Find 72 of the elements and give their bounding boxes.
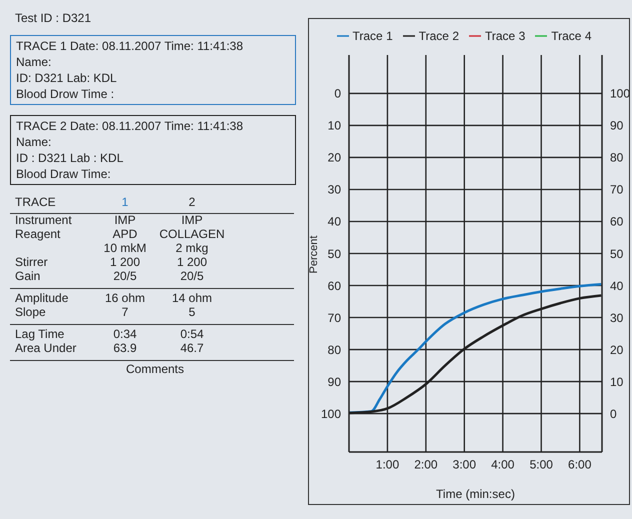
text: 20/5	[112, 269, 138, 283]
x-tick-label: 2:00	[414, 458, 438, 472]
x-tick-label: 5:00	[530, 458, 554, 472]
text: 0:54	[179, 327, 205, 341]
text: 20/5	[179, 269, 205, 283]
text: Blood Drow Time :	[16, 86, 116, 102]
text: Area Under	[15, 341, 76, 355]
text: Name:	[16, 54, 52, 70]
text: ID : D321 Lab : KDL	[16, 150, 124, 166]
text: Blood Draw Time:	[16, 166, 112, 182]
text: Stirrer	[15, 255, 48, 269]
text: 1 200	[108, 255, 142, 269]
text: 0:34	[112, 327, 138, 341]
text: TRACE	[15, 195, 56, 209]
y2-tick-label: 60	[610, 214, 624, 229]
y2-tick-label: 90	[610, 118, 624, 133]
y-tick-label: 10	[328, 118, 342, 133]
x-tick-label: 4:00	[491, 458, 515, 472]
text: 1	[120, 195, 130, 209]
x-tick-label: 6:00	[568, 458, 592, 472]
y2-tick-label: 50	[610, 246, 624, 261]
y-tick-label: 40	[328, 214, 342, 229]
text: COLLAGEN	[158, 227, 226, 241]
text: IMP	[113, 213, 137, 227]
legend-label: Trace 4	[551, 29, 592, 43]
y-tick-label: 50	[328, 246, 342, 261]
text: 14 ohm	[172, 291, 212, 305]
x-tick-label: 3:00	[452, 458, 476, 472]
text: TRACE 1 Date: 08.11.2007 Time: 11:41:38	[16, 38, 244, 54]
text: 63.9	[112, 341, 138, 355]
x-tick-label: 1:00	[376, 458, 400, 472]
text: APD	[112, 227, 138, 241]
legend-label: Trace 3	[485, 29, 526, 43]
y2-tick-label: 70	[610, 182, 624, 197]
x-axis-title: Time (min:sec)	[436, 487, 515, 501]
y-tick-label: 0	[334, 86, 342, 101]
text: IMP	[180, 213, 204, 227]
text: Name:	[16, 134, 52, 150]
y-axis-title: Percent	[308, 236, 320, 274]
y2-tick-label: 40	[610, 278, 624, 293]
y2-tick-label: 30	[610, 310, 624, 325]
text: TRACE 2 Date: 08.11.2007 Time: 11:41:38	[16, 118, 244, 134]
y2-tick-label: 20	[610, 342, 624, 357]
y-tick-label: 100	[320, 406, 342, 421]
text: 7	[120, 305, 130, 319]
y-tick-label: 70	[328, 310, 342, 325]
text: 1 200	[176, 255, 208, 269]
y-tick-label: 60	[328, 278, 342, 293]
text: 2	[188, 195, 196, 209]
y2-tick-label: 0	[610, 406, 617, 421]
text: Comments	[124, 362, 185, 376]
legend-label: Trace 1	[352, 29, 393, 43]
text: Lag Time	[15, 327, 64, 341]
text: 5	[188, 305, 196, 319]
text: 16 ohm	[104, 291, 146, 305]
y2-tick-label: 10	[610, 374, 624, 389]
text: Instrument	[15, 213, 72, 227]
y-tick-label: 20	[328, 150, 342, 165]
y-tick-label: 80	[328, 342, 342, 357]
y-tick-label: 90	[328, 374, 342, 389]
text: 46.7	[179, 341, 205, 355]
text: Slope	[15, 305, 46, 319]
text: Gain	[15, 269, 40, 283]
text: ID: D321 Lab: KDL	[16, 70, 118, 86]
text: 10 mkM	[102, 241, 148, 255]
legend-label: Trace 2	[418, 29, 459, 43]
text: Amplitude	[15, 291, 68, 305]
text: Reagent	[15, 227, 60, 241]
y-tick-label: 30	[328, 182, 342, 197]
text: 2 mkg	[176, 241, 208, 255]
y2-tick-label: 80	[610, 150, 624, 165]
text: Test ID : D321	[15, 11, 92, 25]
